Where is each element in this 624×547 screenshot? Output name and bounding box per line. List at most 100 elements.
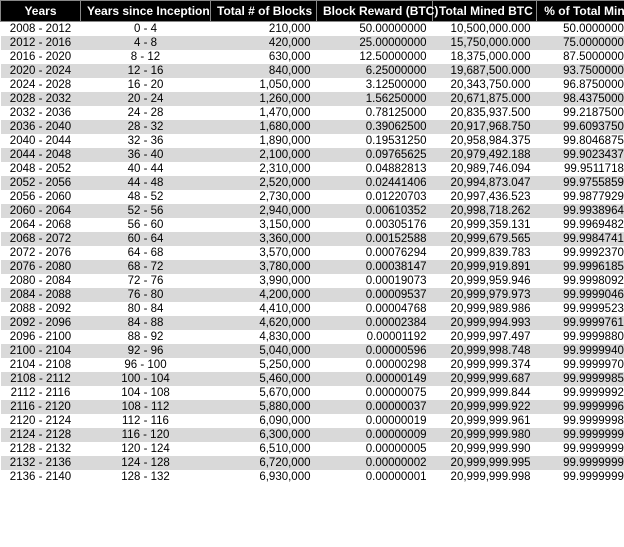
cell: 1,470,000 bbox=[211, 106, 317, 120]
cell: 40 - 44 bbox=[81, 162, 211, 176]
cell: 630,000 bbox=[211, 50, 317, 64]
cell: 0.00152588 bbox=[317, 232, 433, 246]
cell: 0.00019073 bbox=[317, 274, 433, 288]
cell: 84 - 88 bbox=[81, 316, 211, 330]
cell: 2088 - 2092 bbox=[1, 302, 81, 316]
cell: 8 - 12 bbox=[81, 50, 211, 64]
cell: 2120 - 2124 bbox=[1, 414, 81, 428]
cell: 420,000 bbox=[211, 36, 317, 50]
cell: 210,000 bbox=[211, 22, 317, 37]
table-row: 2080 - 208472 - 763,990,0000.0001907320,… bbox=[1, 274, 624, 288]
cell: 18,375,000.000 bbox=[433, 50, 537, 64]
cell: 0 - 4 bbox=[81, 22, 211, 37]
cell: 2020 - 2024 bbox=[1, 64, 81, 78]
cell: 2108 - 2112 bbox=[1, 372, 81, 386]
cell: 0.00000005 bbox=[317, 442, 433, 456]
table-row: 2112 - 2116104 - 1085,670,0000.000000752… bbox=[1, 386, 624, 400]
cell: 99.99694824% bbox=[537, 218, 624, 232]
cell: 0.19531250 bbox=[317, 134, 433, 148]
cell: 0.00004768 bbox=[317, 302, 433, 316]
cell: 99.99998808% bbox=[537, 330, 624, 344]
cell: 2008 - 2012 bbox=[1, 22, 81, 37]
cell: 4,830,000 bbox=[211, 330, 317, 344]
table-row: 2132 - 2136124 - 1286,720,0000.000000022… bbox=[1, 456, 624, 470]
cell: 99.21875000% bbox=[537, 106, 624, 120]
cell: 1,260,000 bbox=[211, 92, 317, 106]
cell: 32 - 36 bbox=[81, 134, 211, 148]
cell: 20,998,718.262 bbox=[433, 204, 537, 218]
cell: 80 - 84 bbox=[81, 302, 211, 316]
table-row: 2072 - 207664 - 683,570,0000.0007629420,… bbox=[1, 246, 624, 260]
cell: 0.00000075 bbox=[317, 386, 433, 400]
table-row: 2068 - 207260 - 643,360,0000.0015258820,… bbox=[1, 232, 624, 246]
cell: 87.50000000% bbox=[537, 50, 624, 64]
cell: 20,343,750.000 bbox=[433, 78, 537, 92]
cell: 108 - 112 bbox=[81, 400, 211, 414]
cell: 0.00000037 bbox=[317, 400, 433, 414]
cell: 2,940,000 bbox=[211, 204, 317, 218]
cell: 19,687,500.000 bbox=[433, 64, 537, 78]
table-row: 2028 - 203220 - 241,260,0001.5625000020,… bbox=[1, 92, 624, 106]
cell: 93.75000000% bbox=[537, 64, 624, 78]
cell: 98.43750000% bbox=[537, 92, 624, 106]
cell: 0.39062500 bbox=[317, 120, 433, 134]
table-row: 2116 - 2120108 - 1125,880,0000.000000372… bbox=[1, 400, 624, 414]
table-header-row: YearsYears since InceptionTotal # of Blo… bbox=[1, 1, 624, 22]
col-header-2: Total # of Blocks bbox=[211, 1, 317, 22]
cell: 99.99990463% bbox=[537, 288, 624, 302]
cell: 99.99999851% bbox=[537, 372, 624, 386]
cell: 12 - 16 bbox=[81, 64, 211, 78]
cell: 2116 - 2120 bbox=[1, 400, 81, 414]
cell: 20,979,492.188 bbox=[433, 148, 537, 162]
cell: 99.80468750% bbox=[537, 134, 624, 148]
table-row: 2084 - 208876 - 804,200,0000.0000953720,… bbox=[1, 288, 624, 302]
cell: 1,680,000 bbox=[211, 120, 317, 134]
cell: 116 - 120 bbox=[81, 428, 211, 442]
cell: 0.00305176 bbox=[317, 218, 433, 232]
cell: 2100 - 2104 bbox=[1, 344, 81, 358]
cell: 2092 - 2096 bbox=[1, 316, 81, 330]
cell: 2076 - 2080 bbox=[1, 260, 81, 274]
table-row: 2128 - 2132120 - 1246,510,0000.000000052… bbox=[1, 442, 624, 456]
cell: 2068 - 2072 bbox=[1, 232, 81, 246]
cell: 99.97558594% bbox=[537, 176, 624, 190]
cell: 0.00000001 bbox=[317, 470, 433, 484]
cell: 2096 - 2100 bbox=[1, 330, 81, 344]
cell: 20,999,979.973 bbox=[433, 288, 537, 302]
cell: 96.87500000% bbox=[537, 78, 624, 92]
table-row: 2100 - 210492 - 965,040,0000.0000059620,… bbox=[1, 344, 624, 358]
cell: 64 - 68 bbox=[81, 246, 211, 260]
cell: 15,750,000.000 bbox=[433, 36, 537, 50]
cell: 120 - 124 bbox=[81, 442, 211, 456]
cell: 3,990,000 bbox=[211, 274, 317, 288]
cell: 2072 - 2076 bbox=[1, 246, 81, 260]
cell: 3,150,000 bbox=[211, 218, 317, 232]
cell: 99.99999995% bbox=[537, 442, 624, 456]
cell: 68 - 72 bbox=[81, 260, 211, 274]
cell: 6,300,000 bbox=[211, 428, 317, 442]
cell: 99.90234375% bbox=[537, 148, 624, 162]
cell: 2024 - 2028 bbox=[1, 78, 81, 92]
cell: 20,989,746.094 bbox=[433, 162, 537, 176]
table-row: 2016 - 20208 - 12630,00012.5000000018,37… bbox=[1, 50, 624, 64]
cell: 5,880,000 bbox=[211, 400, 317, 414]
cell: 3.12500000 bbox=[317, 78, 433, 92]
cell: 5,040,000 bbox=[211, 344, 317, 358]
cell: 0.00038147 bbox=[317, 260, 433, 274]
table-row: 2036 - 204028 - 321,680,0000.3906250020,… bbox=[1, 120, 624, 134]
cell: 20,958,984.375 bbox=[433, 134, 537, 148]
cell: 88 - 92 bbox=[81, 330, 211, 344]
col-header-0: Years bbox=[1, 1, 81, 22]
cell: 0.00610352 bbox=[317, 204, 433, 218]
cell: 124 - 128 bbox=[81, 456, 211, 470]
cell: 99.99961853% bbox=[537, 260, 624, 274]
cell: 0.01220703 bbox=[317, 190, 433, 204]
cell: 20,671,875.000 bbox=[433, 92, 537, 106]
table-row: 2120 - 2124112 - 1166,090,0000.000000192… bbox=[1, 414, 624, 428]
cell: 104 - 108 bbox=[81, 386, 211, 400]
cell: 75.00000000% bbox=[537, 36, 624, 50]
table-row: 2032 - 203624 - 281,470,0000.7812500020,… bbox=[1, 106, 624, 120]
col-header-1: Years since Inception bbox=[81, 1, 211, 22]
cell: 96 - 100 bbox=[81, 358, 211, 372]
cell: 20,999,999.990 bbox=[433, 442, 537, 456]
